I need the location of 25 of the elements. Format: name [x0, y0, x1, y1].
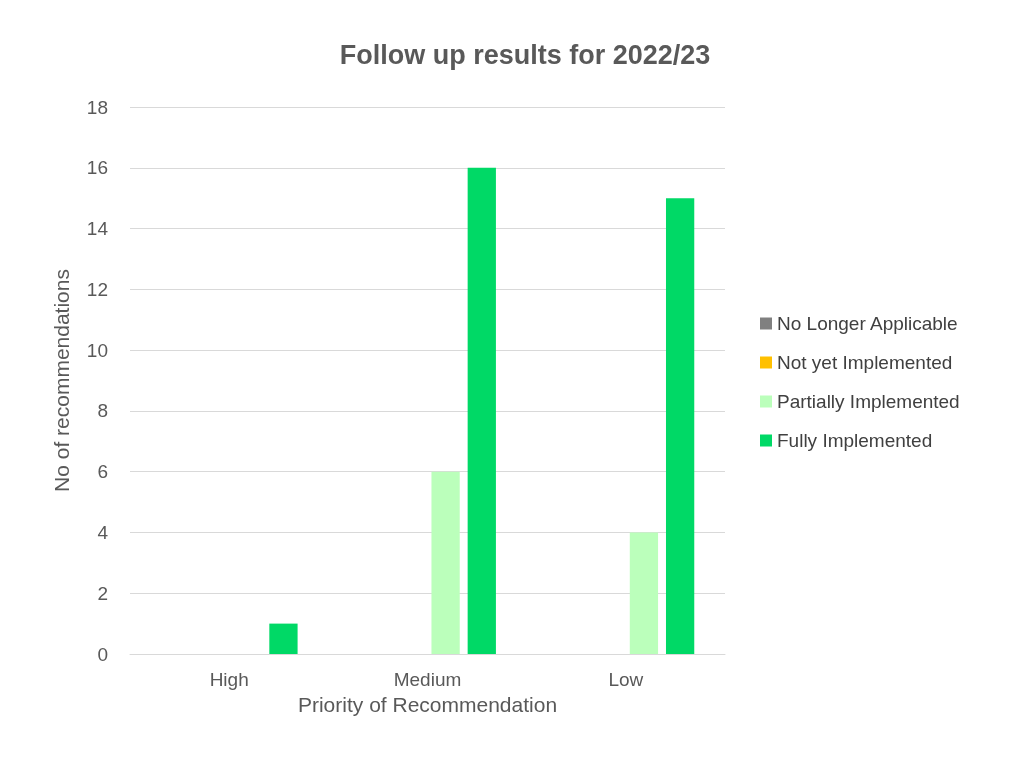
x-tick-label: Low — [608, 669, 644, 690]
y-tick-label: 10 — [86, 339, 108, 361]
legend-label: Not yet Implemented — [777, 352, 953, 373]
y-tick-label: 0 — [97, 643, 108, 665]
bar — [431, 471, 460, 654]
y-tick-label: 18 — [86, 96, 108, 118]
y-tick-label: 6 — [97, 461, 108, 483]
y-tick-label: 14 — [86, 218, 109, 240]
chart-title: Follow up results for 2022/23 — [339, 39, 711, 70]
y-axis-title: No of recommendations — [50, 269, 73, 492]
bar — [629, 532, 659, 654]
bar — [269, 623, 298, 654]
legend-label: No Longer Applicable — [777, 313, 958, 334]
bar — [665, 198, 695, 654]
bar — [467, 167, 496, 654]
y-tick-label: 2 — [97, 582, 108, 604]
legend-label: Fully Implemented — [777, 430, 933, 451]
legend-label: Partially Implemented — [777, 391, 960, 412]
x-tick-label: High — [209, 669, 249, 690]
x-tick-label: Medium — [393, 669, 462, 690]
y-tick-label: 16 — [86, 157, 108, 179]
x-axis-title: Priority of Recommendation — [297, 693, 558, 716]
y-tick-label: 8 — [97, 400, 108, 422]
y-tick-label: 4 — [97, 521, 109, 543]
y-tick-label: 12 — [86, 278, 108, 300]
